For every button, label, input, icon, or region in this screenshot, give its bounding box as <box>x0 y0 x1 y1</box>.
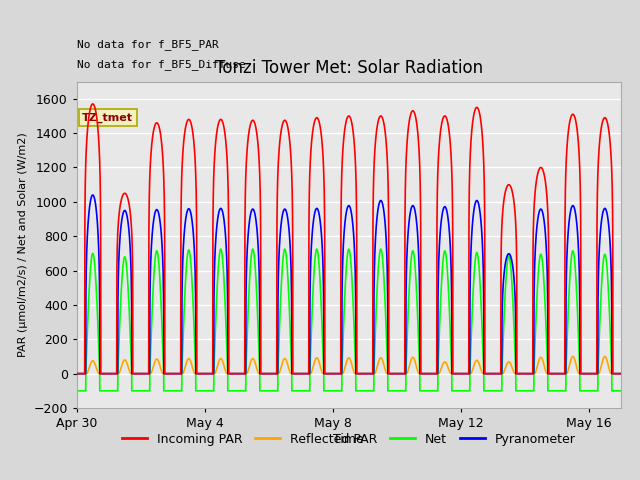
Incoming PAR <box>176 371 184 376</box>
Reflected PAR <box>176 371 184 376</box>
Text: TZ_tmet: TZ_tmet <box>82 113 133 123</box>
Pyranometer <box>73 371 81 376</box>
Reflected PAR <box>96 371 104 376</box>
Net <box>176 388 184 394</box>
Net <box>73 388 81 394</box>
Net <box>179 330 187 336</box>
Pyranometer <box>266 371 274 376</box>
Net <box>217 246 225 252</box>
Pyranometer <box>180 243 188 249</box>
Pyranometer <box>89 192 97 198</box>
Line: Net: Net <box>77 249 640 391</box>
Pyranometer <box>416 286 424 291</box>
Incoming PAR <box>73 371 81 376</box>
Legend: Incoming PAR, Reflected PAR, Net, Pyranometer: Incoming PAR, Reflected PAR, Net, Pyrano… <box>117 428 580 451</box>
Net <box>266 388 274 394</box>
Text: No data for f_BF5_Diffuse: No data for f_BF5_Diffuse <box>77 59 246 70</box>
Incoming PAR <box>89 101 97 107</box>
Reflected PAR <box>633 353 640 359</box>
Pyranometer <box>176 371 184 376</box>
Incoming PAR <box>180 143 188 148</box>
Reflected PAR <box>415 371 423 376</box>
Net <box>416 363 424 369</box>
Line: Incoming PAR: Incoming PAR <box>77 104 640 373</box>
Line: Reflected PAR: Reflected PAR <box>77 356 640 373</box>
Title: Tonzi Tower Met: Solar Radiation: Tonzi Tower Met: Solar Radiation <box>215 59 483 77</box>
Incoming PAR <box>266 371 274 376</box>
Line: Pyranometer: Pyranometer <box>77 195 640 373</box>
Incoming PAR <box>97 182 104 188</box>
Reflected PAR <box>266 371 274 376</box>
Net <box>96 388 104 394</box>
Text: No data for f_BF5_PAR: No data for f_BF5_PAR <box>77 39 218 50</box>
Incoming PAR <box>416 158 424 164</box>
X-axis label: Time: Time <box>333 433 364 446</box>
Pyranometer <box>97 371 104 376</box>
Reflected PAR <box>179 370 187 375</box>
Reflected PAR <box>73 371 81 376</box>
Y-axis label: PAR (μmol/m2/s) / Net and Solar (W/m2): PAR (μmol/m2/s) / Net and Solar (W/m2) <box>18 132 28 357</box>
